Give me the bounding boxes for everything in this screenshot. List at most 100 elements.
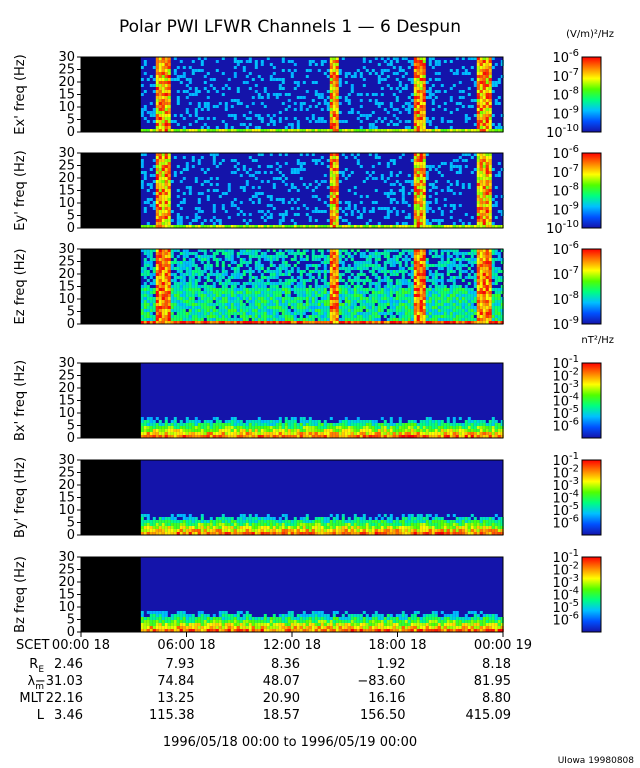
y-tick-label: 30 <box>58 50 75 65</box>
ephemeris-value: 115.38 <box>149 708 195 723</box>
y-tick-label: 10 <box>58 503 75 518</box>
y-tick-label: 15 <box>58 280 75 295</box>
ephemeris-value: 1.92 <box>377 657 406 672</box>
no-data-region <box>81 460 141 535</box>
y-tick-label: 0 <box>67 221 75 236</box>
y-tick-label: 15 <box>58 491 75 506</box>
ephemeris-value: 8.18 <box>482 657 511 672</box>
x-tick-label: 18:00 18 <box>368 638 426 653</box>
colorbar <box>581 362 602 439</box>
colorbar-label: 10-3 <box>552 476 579 494</box>
ephemeris-value: 7.93 <box>166 657 195 672</box>
colorbar-label: 10-10 <box>546 219 579 237</box>
colorbar-label: 10-8 <box>552 86 579 104</box>
y-tick-label: 5 <box>67 113 75 128</box>
colorbar-label: 10-6 <box>552 417 579 435</box>
date-range: 1996/05/18 00:00 to 1996/05/19 00:00 <box>163 735 417 750</box>
y-axis-label: Bz freq (Hz) <box>13 556 28 633</box>
colorbar-label: 10-8 <box>552 182 579 200</box>
colorbar-label: 10-1 <box>552 451 579 469</box>
colorbar-label: 10-10 <box>546 123 579 141</box>
y-axis-label: Ez freq (Hz) <box>13 249 28 325</box>
no-data-region <box>81 153 141 228</box>
y-tick-label: 0 <box>67 431 75 446</box>
colorbar-label: 10-6 <box>552 48 579 66</box>
colorbar-label: 10-3 <box>552 573 579 591</box>
colorbar-units: nT²/Hz <box>581 335 614 346</box>
figure-title: Polar PWI LFWR Channels 1 — 6 Despun <box>119 17 461 37</box>
ephemeris-value: 74.84 <box>157 674 194 689</box>
y-tick-label: 30 <box>58 242 75 257</box>
y-tick-label: 20 <box>58 381 75 396</box>
ephemeris-value: 2.46 <box>54 657 83 672</box>
colorbar-label: 10-7 <box>552 67 579 85</box>
y-tick-label: 15 <box>58 394 75 409</box>
y-tick-label: 10 <box>58 196 75 211</box>
ephemeris-value: 16.16 <box>368 691 405 706</box>
ephemeris-label: λm <box>28 674 44 692</box>
y-tick-label: 15 <box>58 184 75 199</box>
ephemeris-value: 22.16 <box>46 691 83 706</box>
colorbar-label: 10-9 <box>552 104 579 122</box>
y-axis-label: By' freq (Hz) <box>13 457 28 538</box>
colorbar-label: 10-2 <box>552 464 579 482</box>
y-tick-label: 20 <box>58 171 75 186</box>
colorbar-label: 10-2 <box>552 561 579 579</box>
y-tick-label: 10 <box>58 406 75 421</box>
ephemeris-label: MLT <box>19 691 44 706</box>
colorbar-label: 10-6 <box>552 514 579 532</box>
ephemeris-table: RE 2.46 7.93 8.36 1.92 8.18 λm−31.03 74.84 48.07… <box>19 657 511 723</box>
ephemeris-value: −31.03 <box>35 674 83 689</box>
colorbar-label: 10-9 <box>552 200 579 218</box>
y-tick-label: 0 <box>67 125 75 140</box>
y-tick-label: 10 <box>58 100 75 115</box>
y-tick-label: 10 <box>58 600 75 615</box>
ephemeris-value: 8.80 <box>482 691 511 706</box>
colorbar-label: 10-5 <box>552 404 579 422</box>
y-tick-label: 15 <box>58 88 75 103</box>
colorbar-label: 10-7 <box>552 163 579 181</box>
y-tick-label: 5 <box>67 419 75 434</box>
ephemeris-value: 20.90 <box>263 691 300 706</box>
no-data-region <box>81 249 141 324</box>
no-data-region <box>81 57 141 132</box>
y-tick-label: 30 <box>58 146 75 161</box>
y-tick-label: 25 <box>58 255 75 270</box>
colorbar <box>581 459 602 536</box>
colorbar-label: 10-5 <box>552 501 579 519</box>
colorbar-units: (V/m)²/Hz <box>566 29 614 40</box>
x-tick-label: 06:00 18 <box>157 638 215 653</box>
ephemeris-value: 3.46 <box>54 708 83 723</box>
colorbar-label: 10-1 <box>552 548 579 566</box>
x-tick-label: 00:00 18 <box>52 638 110 653</box>
x-tick-label: 00:00 19 <box>474 638 532 653</box>
y-axis-label: Bx' freq (Hz) <box>13 360 28 441</box>
colorbar-label: 10-9 <box>552 315 579 333</box>
y-tick-label: 5 <box>67 209 75 224</box>
y-tick-label: 0 <box>67 625 75 640</box>
y-axis-label: Ex' freq (Hz) <box>13 54 28 134</box>
y-tick-label: 20 <box>58 75 75 90</box>
colorbar-label: 10-6 <box>552 144 579 162</box>
y-tick-label: 25 <box>58 63 75 78</box>
ephemeris-value: −83.60 <box>357 674 405 689</box>
y-tick-label: 0 <box>67 528 75 543</box>
x-tick-label: 12:00 18 <box>263 638 321 653</box>
colorbar-label: 10-2 <box>552 367 579 385</box>
y-tick-label: 30 <box>58 550 75 565</box>
ephemeris-value: 415.09 <box>466 708 512 723</box>
y-tick-label: 20 <box>58 478 75 493</box>
colorbar <box>581 556 602 633</box>
y-tick-label: 20 <box>58 575 75 590</box>
y-tick-label: 25 <box>58 466 75 481</box>
colorbar-label: 10-3 <box>552 379 579 397</box>
no-data-region <box>81 557 141 632</box>
y-tick-label: 30 <box>58 356 75 371</box>
y-tick-label: 15 <box>58 588 75 603</box>
spectrogram-plot <box>81 57 503 132</box>
y-tick-label: 20 <box>58 267 75 282</box>
